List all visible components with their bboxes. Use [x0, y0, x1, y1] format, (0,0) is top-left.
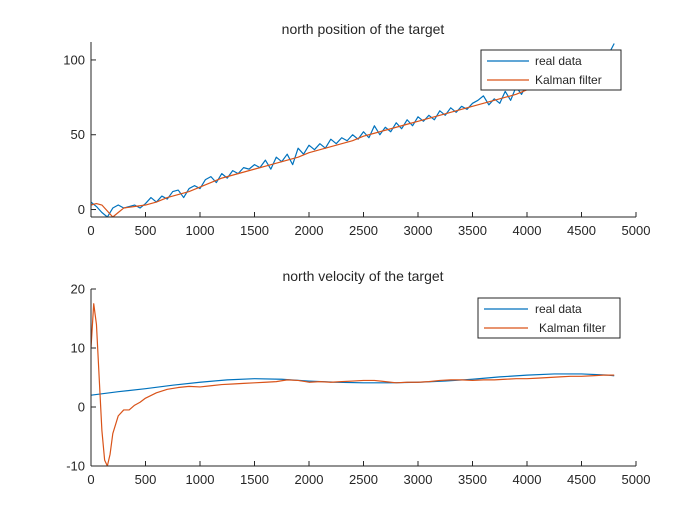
x-tick-label: 4500: [567, 223, 596, 238]
series-line-kalman-filter: [91, 303, 615, 466]
x-tick-label: 5000: [622, 223, 651, 238]
velocity-axes: north velocity of the target 0 500 1000 150…: [66, 268, 650, 487]
x-tick-label: 1500: [240, 223, 269, 238]
x-tick-label: 2000: [295, 223, 324, 238]
x-tick-label: 2500: [349, 472, 378, 487]
y-tick-label: 10: [71, 341, 85, 356]
x-tick-label: 4000: [513, 223, 542, 238]
series-group: [91, 303, 615, 466]
x-tick-label: 1000: [186, 223, 215, 238]
legend-label-kalman-filter: Kalman filter: [535, 73, 602, 87]
x-tick-label: 4000: [513, 472, 542, 487]
x-tick-label: 0: [87, 223, 94, 238]
velocity-plot-area: 0 500 1000 1500 2000 2500 3000 3500 4000 4500 5000…: [66, 282, 650, 488]
x-tick-label: 1500: [240, 472, 269, 487]
x-tick-label: 1000: [186, 472, 215, 487]
x-tick-label: 2500: [349, 223, 378, 238]
series-line-real-data: [91, 373, 615, 396]
legend-label-kalman-filter: Kalman filter: [539, 321, 606, 335]
position-axes: north position of the target 0 500 1000 150…: [63, 21, 650, 238]
x-tick-label: 3000: [404, 223, 433, 238]
x-tick-label: 3500: [458, 472, 487, 487]
x-tick-label: 3000: [404, 472, 433, 487]
x-tick-label: 2000: [295, 472, 324, 487]
x-tick-label: 4500: [567, 472, 596, 487]
x-tick-label: 5000: [622, 472, 651, 487]
y-tick-label: 20: [71, 282, 85, 297]
velocity-chart-title: north velocity of the target: [282, 268, 443, 284]
legend-label-real-data: real data: [535, 54, 582, 68]
x-tick-label: 0: [87, 472, 94, 487]
x-tick-label: 500: [135, 472, 157, 487]
position-legend: real data Kalman filter: [480, 49, 622, 91]
velocity-legend: real data Kalman filter: [477, 297, 621, 339]
x-tick-label: 500: [135, 223, 157, 238]
series-line-kalman-filter: [91, 51, 615, 217]
y-tick-label: 100: [63, 52, 85, 67]
y-tick-label: 50: [71, 127, 85, 142]
x-tick-label: 3500: [458, 223, 487, 238]
position-chart-title: north position of the target: [282, 21, 445, 37]
legend-label-real-data: real data: [535, 302, 582, 316]
y-tick-label: 0: [78, 202, 85, 217]
y-tick-label: -10: [66, 459, 85, 474]
y-tick-label: 0: [78, 400, 85, 415]
